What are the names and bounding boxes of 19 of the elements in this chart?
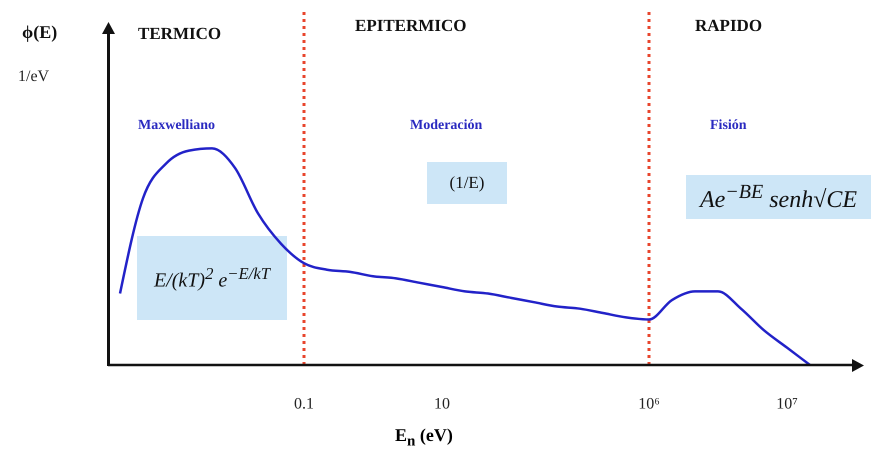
x-tick-label: 0.1 — [294, 395, 314, 412]
text: EPITERMICO — [355, 16, 466, 35]
text: 1/eV — [18, 68, 50, 85]
text: Maxwelliano — [138, 118, 215, 133]
annotation: Ae$^{−BE}$ senh√CE — [700, 180, 858, 214]
x-tick-label: 10⁶ — [638, 395, 660, 412]
text: Moderación — [410, 118, 482, 133]
annotation: (1/E) — [450, 173, 484, 193]
text: RAPIDO — [695, 16, 762, 35]
x-axis-title: E$_{n}$ (eV) — [395, 425, 453, 451]
text: ϕ(E) — [22, 22, 58, 42]
x-tick-label: 10 — [434, 395, 450, 412]
annotation: E/(kT)$^{2}$ e$^{−E/kT}$ — [154, 264, 270, 292]
formula-box: Ae$^{−BE}$ senh√CE — [686, 175, 871, 219]
formula-box: E/(kT)$^{2}$ e$^{−E/kT}$ — [137, 236, 287, 320]
text: TERMICO — [138, 24, 222, 43]
formula-box: (1/E) — [427, 162, 507, 204]
x-tick-label: 10⁷ — [776, 395, 798, 412]
text: Fisión — [710, 118, 747, 133]
